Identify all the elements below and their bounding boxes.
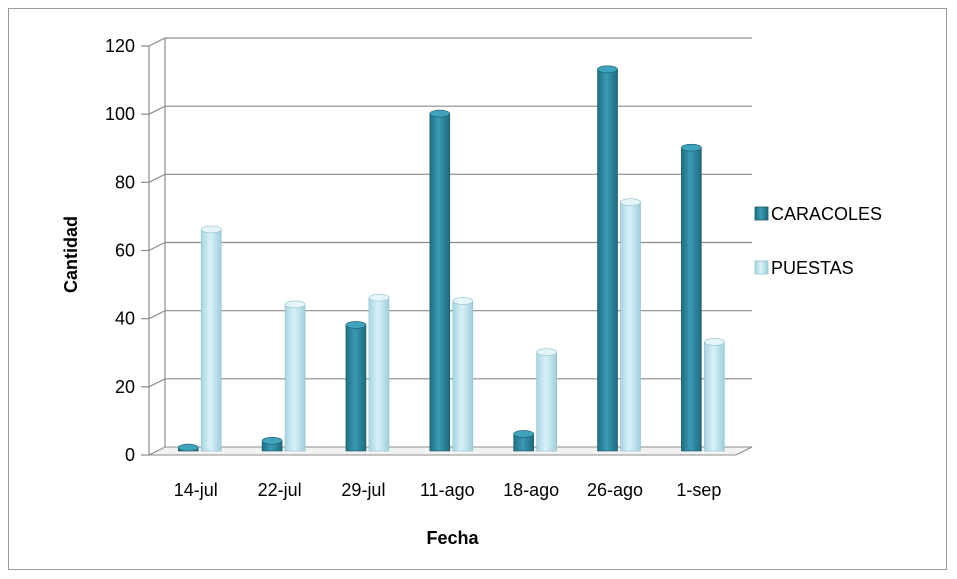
x-tick-label: 18-ago: [503, 480, 559, 500]
gridline: [148, 105, 752, 115]
bar-body: [452, 300, 474, 452]
bar-cap: [429, 109, 451, 118]
bar-body: [597, 68, 618, 452]
bar-cap: [368, 293, 390, 302]
bar-cap: [704, 338, 725, 346]
x-tick-label: 22-jul: [258, 480, 302, 500]
x-tick-label: 11-ago: [420, 480, 475, 500]
gridline: [148, 378, 752, 388]
bar-caracoles-1-sep: [681, 143, 702, 452]
gridline: [148, 37, 752, 47]
y-tick-label: 60: [115, 241, 135, 261]
y-tick-label: 0: [125, 445, 135, 465]
bars: [177, 65, 725, 452]
legend-swatch: [754, 206, 769, 221]
x-tick-label: 29-jul: [341, 480, 385, 500]
bar-cap: [597, 65, 618, 74]
bar-puestas-29-jul: [368, 293, 390, 452]
y-axis-ticks: 0 20 40 60 80 100 120: [105, 36, 150, 465]
bar-cap: [536, 348, 557, 356]
bar-caracoles-18-ago: [513, 430, 534, 452]
legend-label: PUESTAS: [771, 258, 854, 278]
bar-cap: [177, 443, 199, 452]
bar-caracoles-29-jul: [345, 321, 367, 452]
bar-puestas-14-jul: [200, 225, 222, 452]
legend-item-caracoles: CARACOLES: [754, 204, 882, 224]
gridline: [148, 241, 752, 252]
gridlines: [148, 37, 752, 447]
y-tick-label: 20: [115, 377, 135, 397]
y-tick-label: 120: [105, 36, 135, 56]
bar-puestas-18-ago: [536, 348, 557, 452]
chart-frame: 0 20 40 60 80 100 120 14-jul 22-jul 29-jul 11-ago…: [8, 8, 947, 570]
x-tick-label: 26-ago: [587, 480, 643, 500]
bar-puestas-11-ago: [452, 297, 474, 452]
bar-body: [536, 351, 557, 452]
x-tick-label: 14-jul: [174, 480, 218, 500]
bar-body: [704, 341, 725, 452]
bar-cap: [681, 143, 702, 152]
bar-caracoles-26-ago: [597, 65, 618, 452]
bar-cap: [620, 198, 641, 206]
bar-puestas-22-jul: [284, 300, 306, 452]
bar-body: [200, 229, 222, 452]
bar-puestas-26-ago: [620, 198, 641, 452]
bar-cap: [284, 300, 306, 309]
y-tick-label: 100: [105, 104, 135, 124]
legend: CARACOLES PUESTAS: [754, 204, 882, 278]
bar-caracoles-14-jul: [177, 443, 199, 452]
bar-cap: [200, 225, 222, 234]
bar-body: [345, 324, 367, 452]
bar-body: [429, 113, 451, 452]
bar-body: [620, 201, 641, 452]
y-tick-label: 40: [115, 309, 135, 329]
bar-puestas-1-sep: [704, 338, 725, 452]
bar-cap: [452, 297, 474, 305]
gridline: [148, 310, 752, 320]
legend-item-puestas: PUESTAS: [754, 258, 854, 278]
x-tick-label: 1-sep: [676, 480, 721, 500]
plot-floor: [148, 446, 753, 456]
bar-body: [368, 297, 390, 452]
bar-cap: [513, 430, 534, 438]
bar-chart: 0 20 40 60 80 100 120 14-jul 22-jul 29-jul 11-ago…: [61, 36, 882, 548]
bar-caracoles-11-ago: [429, 109, 451, 452]
bar-cap: [261, 436, 283, 445]
bar-caracoles-22-jul: [261, 436, 283, 452]
legend-label: CARACOLES: [771, 204, 882, 224]
legend-swatch: [754, 260, 769, 275]
gridline: [148, 173, 752, 183]
floor-plane: [148, 446, 753, 456]
x-axis-title: Fecha: [426, 528, 479, 548]
y-axis-title: Cantidad: [61, 216, 81, 293]
bar-body: [681, 147, 702, 452]
bar-body: [284, 304, 306, 452]
bar-cap: [345, 321, 367, 329]
y-tick-label: 80: [115, 172, 135, 192]
x-axis-ticks: 14-jul 22-jul 29-jul 11-ago 18-ago 26-ago 1-se…: [174, 480, 722, 500]
